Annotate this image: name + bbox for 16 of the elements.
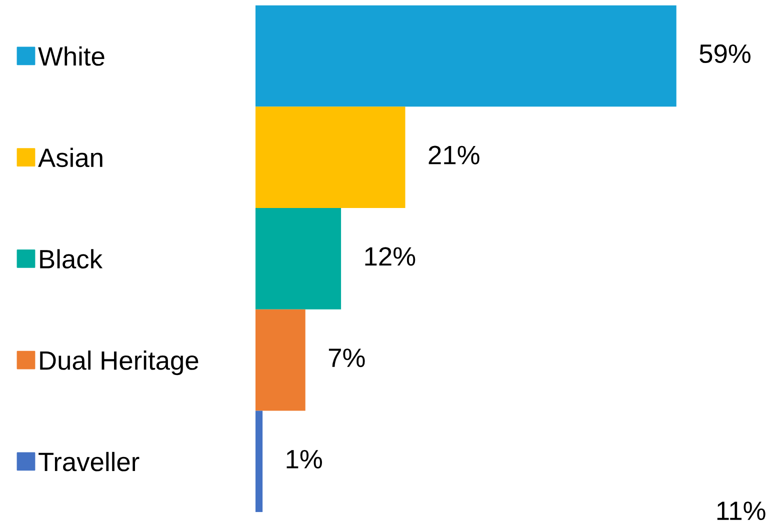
data-label: 59% bbox=[700, 44, 750, 64]
bar bbox=[255, 5, 676, 107]
bar bbox=[255, 410, 263, 512]
data-label: 12% bbox=[365, 247, 416, 266]
data-label: 1% bbox=[286, 450, 322, 468]
data-label: 21% bbox=[428, 146, 480, 164]
y-tick-label: Traveller bbox=[38, 452, 140, 472]
data-label: 7% bbox=[328, 348, 365, 368]
bar bbox=[255, 309, 306, 411]
y-tick-label: Dual Heritage bbox=[40, 350, 198, 376]
text: 11% bbox=[717, 502, 766, 520]
y-tick-label: Asian bbox=[38, 148, 102, 168]
bar bbox=[255, 208, 342, 310]
y-tick-label: Black bbox=[40, 249, 103, 269]
bar bbox=[255, 106, 406, 208]
y-tick-label: White bbox=[38, 46, 104, 66]
